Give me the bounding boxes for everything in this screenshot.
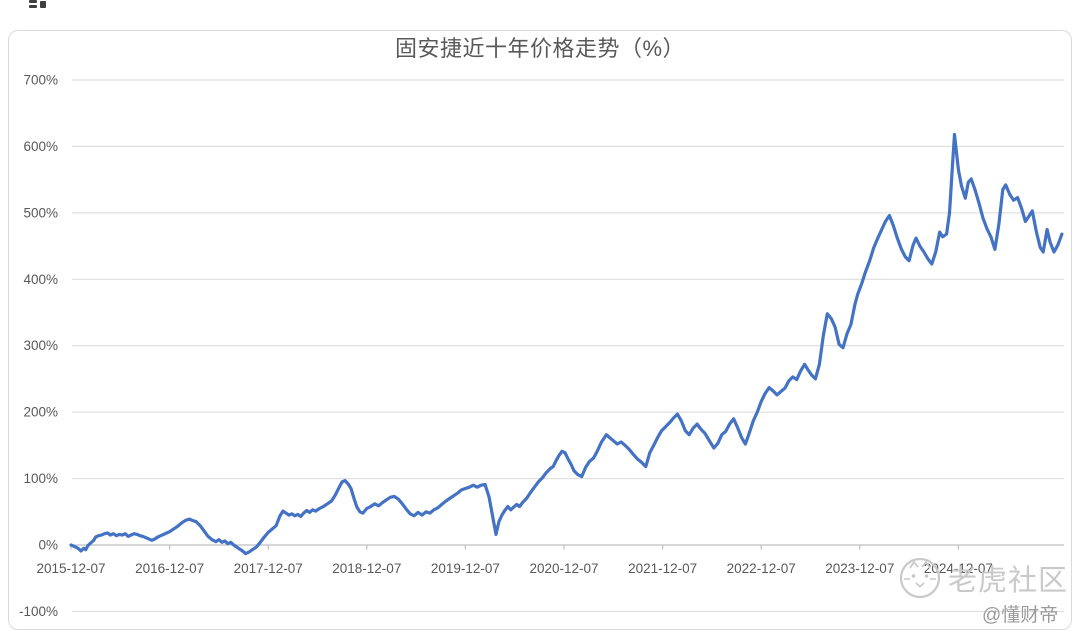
y-tick-label: 0% — [38, 538, 58, 553]
y-tick-label: 600% — [23, 139, 58, 154]
tiger-logo-icon — [899, 557, 941, 599]
y-tick-label: 300% — [23, 338, 58, 353]
x-tick-label: 2020-12-07 — [529, 561, 598, 576]
y-tick-label: 100% — [23, 471, 58, 486]
cropped-text-fragment — [29, 0, 37, 3]
x-tick-label: 2023-12-07 — [825, 561, 894, 576]
x-tick-label: 2016-12-07 — [135, 561, 204, 576]
y-tick-label: 400% — [23, 272, 58, 287]
x-tick-label: 2015-12-07 — [36, 561, 105, 576]
x-tick-label: 2024-12-07 — [924, 561, 993, 576]
x-tick-label: 2022-12-07 — [727, 561, 796, 576]
y-tick-label: 200% — [23, 405, 58, 420]
x-tick-label: 2017-12-07 — [234, 561, 303, 576]
watermark: 老虎社区 — [898, 556, 1068, 600]
watermark-brand-text: 老虎社区 — [948, 565, 1069, 597]
y-tick-label: 500% — [23, 205, 58, 220]
cropped-text-fragment — [40, 1, 46, 8]
cropped-text-fragment — [29, 5, 37, 8]
x-tick-label: 2021-12-07 — [628, 561, 697, 576]
author-handle-text: @懂财帝 — [982, 605, 1059, 626]
y-tick-label: -100% — [19, 604, 58, 619]
x-tick-label: 2019-12-07 — [431, 561, 500, 576]
x-tick-label: 2018-12-07 — [332, 561, 401, 576]
y-tick-label: 700% — [23, 73, 58, 88]
chart-frame — [8, 30, 1072, 630]
price-line-series — [69, 132, 1064, 556]
chart-title: 固安捷近十年价格走势（%） — [394, 36, 686, 61]
